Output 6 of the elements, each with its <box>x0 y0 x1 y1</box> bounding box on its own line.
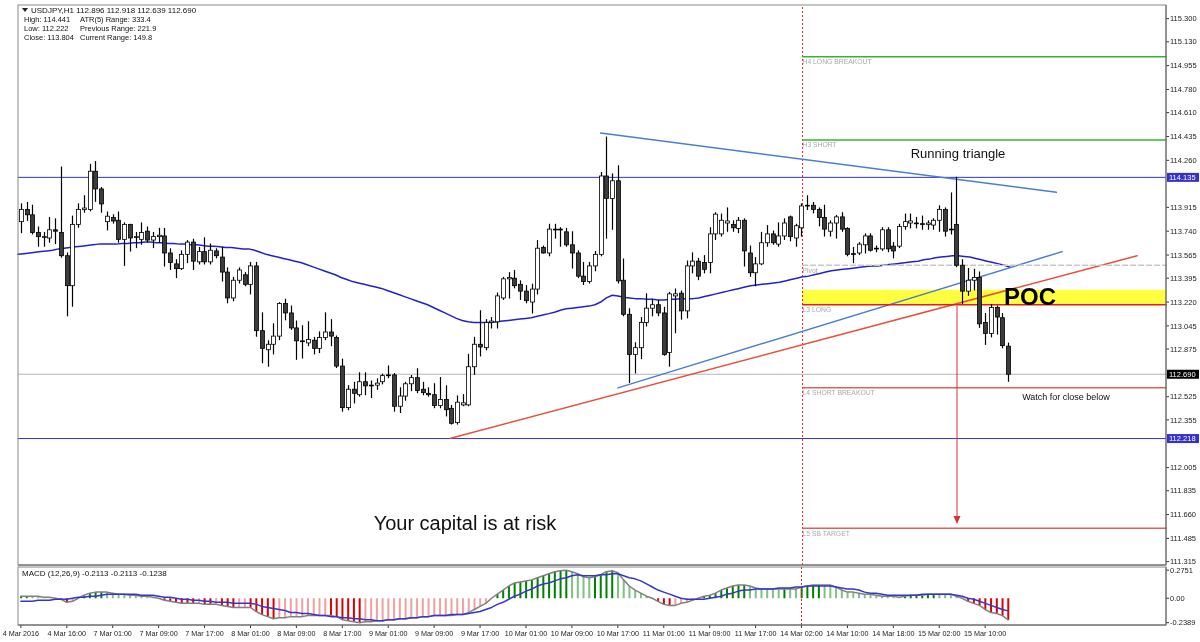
annotation: Your capital is at risk <box>373 512 558 534</box>
chart-title: USDJPY,H1 112.896 112.918 112.639 112.690 <box>31 6 197 15</box>
annotation: Watch for close below <box>1022 392 1111 402</box>
band-label: POC <box>1004 283 1057 311</box>
annotation: Running triangle <box>910 146 1006 161</box>
chart-title: MACD (12,26,9) -0.2113 -0.2113 -0.1238 <box>22 569 168 578</box>
